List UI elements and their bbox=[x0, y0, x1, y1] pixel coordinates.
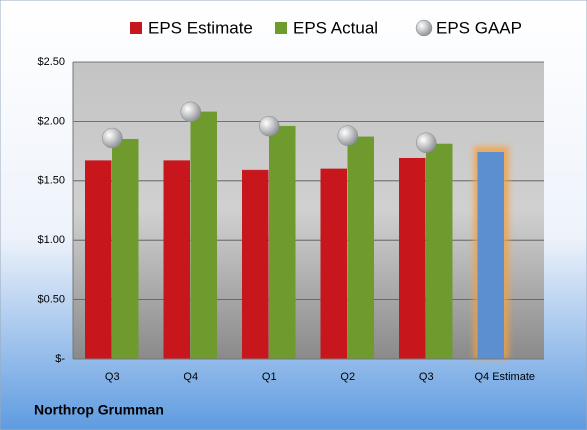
y-tick-label: $1.50 bbox=[37, 175, 65, 187]
bar bbox=[399, 157, 426, 360]
marker bbox=[259, 115, 280, 137]
marker bbox=[102, 127, 123, 149]
legend-swatch bbox=[130, 22, 142, 34]
y-tick-label: $1.00 bbox=[37, 234, 65, 246]
x-tick-label: Q3 bbox=[419, 371, 434, 383]
bar bbox=[269, 125, 296, 360]
legend-label: EPS Actual bbox=[293, 18, 378, 37]
bar bbox=[320, 168, 347, 360]
chart-title: Northrop Grumman bbox=[34, 402, 164, 418]
bar bbox=[426, 143, 453, 360]
bar bbox=[190, 111, 217, 360]
x-tick-label: Q2 bbox=[340, 371, 355, 383]
y-tick-label: $2.00 bbox=[37, 115, 65, 127]
bar bbox=[112, 138, 139, 360]
legend-label: EPS GAAP bbox=[436, 18, 522, 37]
bar bbox=[163, 160, 190, 360]
x-tick-label: Q4 Estimate bbox=[474, 371, 535, 383]
plot-area bbox=[73, 62, 544, 359]
marker bbox=[180, 101, 201, 123]
x-tick-label: Q3 bbox=[105, 371, 120, 383]
bar bbox=[85, 160, 112, 360]
legend-swatch bbox=[275, 22, 287, 34]
marker bbox=[337, 125, 358, 146]
marker bbox=[416, 132, 437, 154]
legend-label: EPS Estimate bbox=[148, 18, 253, 37]
legend-marker bbox=[415, 19, 433, 37]
bar bbox=[477, 152, 504, 360]
bar bbox=[347, 136, 374, 360]
x-tick-label: Q4 bbox=[183, 371, 198, 383]
y-tick-label: $0.50 bbox=[37, 294, 65, 306]
bar bbox=[242, 169, 269, 360]
x-tick-label: Q1 bbox=[262, 371, 277, 383]
y-tick-label: $- bbox=[55, 353, 65, 365]
y-tick-label: $2.50 bbox=[37, 56, 65, 68]
